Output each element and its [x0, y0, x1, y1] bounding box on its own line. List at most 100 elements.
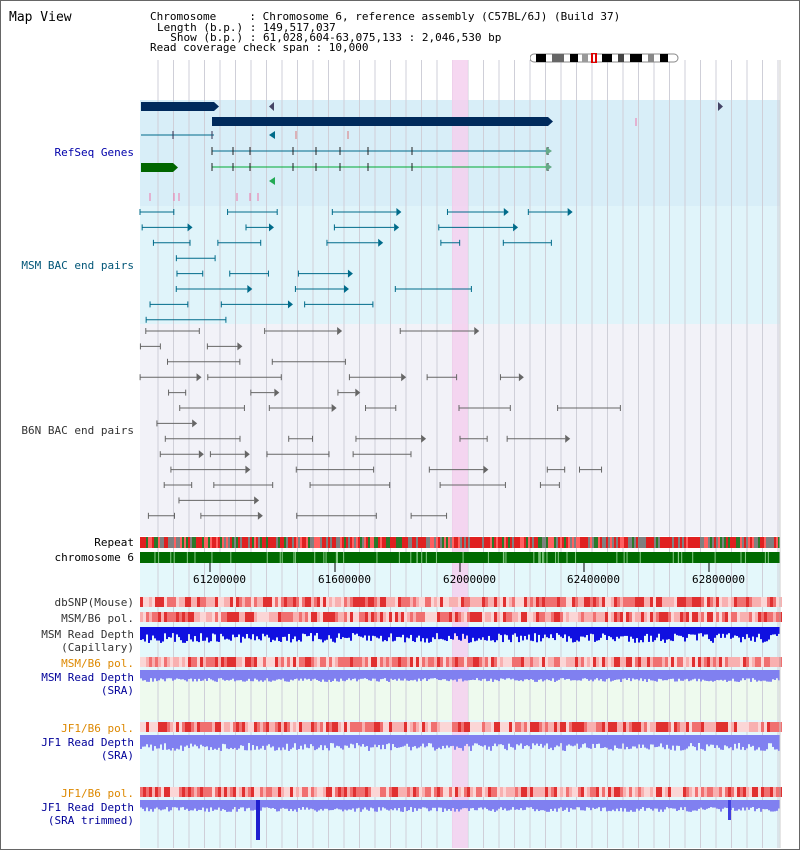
polymorphism-cell: [476, 722, 479, 732]
polymorphism-cell: [236, 597, 239, 607]
repeat-block: [266, 537, 268, 548]
read-depth-bar: [288, 800, 290, 812]
repeat-block: [520, 537, 522, 548]
polymorphism-cell: [353, 657, 356, 667]
read-depth-bar: [538, 670, 540, 680]
polymorphism-cell: [359, 722, 362, 732]
read-depth-bar: [636, 800, 638, 809]
repeat-block: [384, 537, 386, 548]
read-depth-bar: [332, 735, 334, 744]
read-depth-bar: [428, 627, 430, 643]
repeat-block: [262, 537, 264, 548]
polymorphism-cell: [227, 597, 230, 607]
read-depth-bar: [650, 670, 652, 681]
read-depth-bar: [740, 735, 742, 750]
read-depth-bar: [212, 800, 214, 811]
read-depth-bar: [204, 627, 206, 641]
chromosome-ideogram[interactable]: [530, 53, 680, 63]
read-depth-bar: [186, 800, 188, 809]
track-label-b6n-bac[interactable]: B6N BAC end pairs: [21, 424, 134, 437]
polymorphism-cell: [461, 612, 464, 622]
polymorphism-cell: [146, 787, 149, 797]
polymorphism-cell: [236, 657, 239, 667]
repeat-block: [492, 537, 494, 548]
polymorphism-cell: [575, 787, 578, 797]
polymorphism-cell: [716, 612, 719, 622]
read-depth-bar: [580, 670, 582, 681]
read-depth-bar: [524, 670, 526, 680]
repeat-block: [750, 537, 752, 548]
repeat-block: [744, 537, 746, 548]
read-depth-bar: [194, 735, 196, 745]
read-depth-bar: [314, 627, 316, 636]
polymorphism-cell: [233, 657, 236, 667]
repeat-block: [162, 537, 164, 548]
polymorphism-cell: [476, 787, 479, 797]
polymorphism-cell: [221, 657, 224, 667]
polymorphism-cell: [725, 722, 728, 732]
polymorphism-cell: [143, 612, 146, 622]
repeat-block: [696, 537, 698, 548]
polymorphism-cell: [659, 722, 662, 732]
read-depth-bar: [620, 800, 622, 808]
repeat-block: [504, 537, 506, 548]
polymorphism-cell: [518, 657, 521, 667]
read-depth-bar: [406, 627, 408, 638]
polymorphism-cell: [665, 657, 668, 667]
chromosome-tick: [335, 552, 337, 563]
read-depth-bar: [550, 800, 552, 809]
read-depth-bar: [282, 800, 284, 808]
read-depth-bar: [654, 800, 656, 809]
repeat-block: [148, 537, 150, 548]
polymorphism-cell: [248, 657, 251, 667]
repeat-block: [556, 537, 558, 548]
polymorphism-cell: [653, 612, 656, 622]
read-depth-bar: [678, 735, 680, 746]
read-depth-bar: [232, 800, 234, 810]
polymorphism-cell: [677, 597, 680, 607]
read-depth-bar: [614, 800, 616, 812]
read-depth-bar: [696, 735, 698, 751]
polymorphism-cell: [203, 612, 206, 622]
repeat-block: [232, 537, 234, 548]
repeat-block: [612, 537, 614, 548]
bac-arrow: [247, 285, 253, 293]
read-depth-bar: [588, 627, 590, 641]
repeat-block: [596, 537, 598, 548]
polymorphism-cell: [587, 722, 590, 732]
chromosome-tick: [435, 552, 437, 563]
bac-arrow: [237, 342, 243, 351]
read-depth-bar: [374, 627, 376, 637]
read-depth-bar: [264, 800, 266, 808]
polymorphism-cell: [728, 722, 731, 732]
track-label-msm-bac[interactable]: MSM BAC end pairs: [21, 259, 134, 272]
polymorphism-cell: [191, 787, 194, 797]
read-depth-bar: [228, 627, 230, 640]
polymorphism-cell: [218, 657, 221, 667]
bac-arrow: [254, 496, 260, 505]
read-depth-bar: [188, 735, 190, 749]
read-depth-bar: [326, 670, 328, 682]
read-depth-bar: [196, 670, 198, 682]
chromosome-tick: [543, 552, 545, 563]
polymorphism-cell: [260, 612, 263, 622]
read-depth-bar: [584, 800, 586, 811]
bac-arrow: [483, 465, 489, 474]
polymorphism-cell: [422, 657, 425, 667]
polymorphism-cell: [335, 612, 338, 622]
chromosome-tick: [410, 552, 412, 563]
read-depth-bar: [750, 627, 752, 641]
read-depth-bar: [446, 670, 448, 681]
read-depth-bar: [198, 735, 200, 749]
polymorphism-cell: [506, 787, 509, 797]
read-depth-bar: [226, 800, 228, 812]
polymorphism-cell: [305, 597, 308, 607]
track-label-refseq[interactable]: RefSeq Genes: [54, 146, 134, 159]
polymorphism-cell: [536, 597, 539, 607]
read-depth-bar: [386, 670, 388, 681]
read-depth-bar: [596, 735, 598, 745]
polymorphism-cell: [362, 722, 365, 732]
chromosome-tick: [714, 552, 716, 563]
read-depth-bar: [628, 670, 630, 679]
